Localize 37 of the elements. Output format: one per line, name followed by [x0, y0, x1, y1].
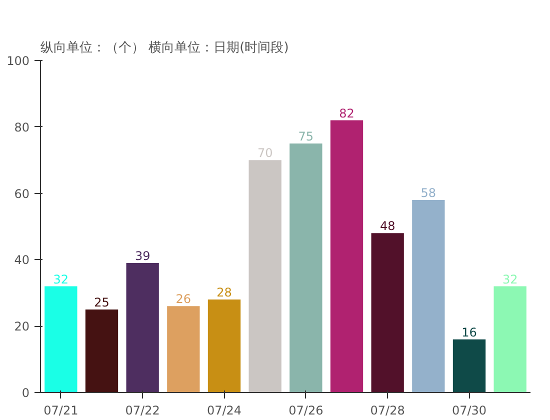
x-tick-label: 07/30: [452, 404, 487, 418]
y-tick-label: 0: [22, 386, 30, 400]
bar: [248, 160, 282, 392]
x-tick-label: 07/26: [288, 404, 324, 418]
y-tick-label: 40: [14, 253, 30, 268]
bar: [371, 233, 404, 392]
data-label: 16: [462, 325, 477, 340]
y-tick-label: 20: [14, 320, 30, 334]
bar: [452, 339, 486, 392]
data-label: 32: [502, 272, 518, 286]
bar: [494, 286, 526, 392]
bar: [44, 286, 78, 392]
data-label: 32: [53, 272, 69, 286]
y-tick-label: 60: [14, 186, 30, 201]
y-tick-label: 80: [14, 120, 30, 134]
data-label: 28: [216, 286, 232, 300]
bar: [167, 306, 200, 392]
data-label: 70: [257, 146, 273, 160]
bar: [126, 263, 159, 392]
data-label: 26: [176, 292, 192, 306]
bar: [290, 144, 322, 392]
data-label: 48: [380, 219, 396, 234]
data-label: 75: [298, 130, 314, 144]
y-tick-label: 100: [6, 54, 30, 68]
x-tick-label: 07/28: [370, 404, 405, 418]
bar: [412, 200, 445, 392]
bar: [85, 310, 118, 392]
x-tick-label: 07/21: [44, 404, 78, 418]
data-label: 58: [420, 186, 436, 200]
bar: [208, 300, 241, 392]
chart-title: 纵向单位：（个） 横向单位：日期(时间段): [40, 40, 289, 56]
data-label: 25: [94, 296, 110, 310]
x-tick-label: 07/22: [125, 404, 160, 418]
x-tick-label: 07/24: [206, 404, 242, 418]
data-label: 39: [134, 249, 150, 264]
data-label: 82: [339, 106, 354, 120]
bar: [330, 120, 364, 392]
